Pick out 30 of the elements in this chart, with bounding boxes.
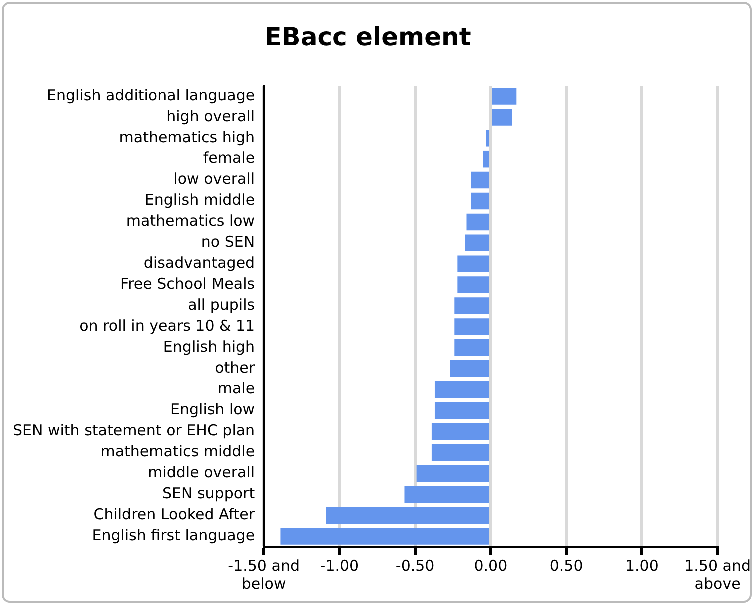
x-tick-label: 1.50 and above: [684, 556, 751, 593]
x-tick-label: -0.50: [396, 556, 435, 575]
y-tick-label: English additional language: [47, 86, 256, 104]
x-tick-label: -1.00: [320, 556, 360, 575]
y-tick-label: English first language: [92, 526, 256, 544]
y-tick-label: mathematics middle: [100, 442, 256, 461]
y-tick-label: English high: [163, 338, 256, 356]
y-tick-label: SEN with statement or EHC plan: [12, 422, 256, 440]
y-tick-label: female: [203, 149, 256, 168]
y-tick-label: male: [218, 380, 256, 398]
x-tick-label: 1.00: [625, 556, 659, 575]
x-tick-label: 0.50: [550, 556, 584, 575]
y-tick-label: disadvantaged: [144, 254, 256, 272]
y-tick-label: Free School Meals: [120, 274, 256, 293]
x-tick-label: 0.00: [474, 556, 508, 575]
y-tick-label: SEN support: [162, 484, 256, 503]
y-tick-label: Children Looked After: [94, 505, 256, 524]
y-tick-label: middle overall: [148, 464, 256, 482]
chart-title: EBacc element: [264, 22, 472, 52]
y-tick-label: other: [215, 358, 256, 377]
y-tick-label: mathematics high: [119, 128, 256, 146]
y-tick-label: high overall: [166, 107, 256, 126]
y-tick-label: mathematics low: [126, 212, 256, 230]
y-tick-label: all pupils: [188, 296, 256, 314]
y-tick-label: no SEN: [201, 233, 256, 252]
y-tick-label: low overall: [174, 170, 256, 188]
y-tick-label: English low: [170, 400, 256, 419]
x-tick-label: -1.50 and below: [228, 556, 300, 593]
y-tick-label: English middle: [144, 191, 256, 210]
y-tick-label: on roll in years 10 & 11: [80, 316, 256, 335]
